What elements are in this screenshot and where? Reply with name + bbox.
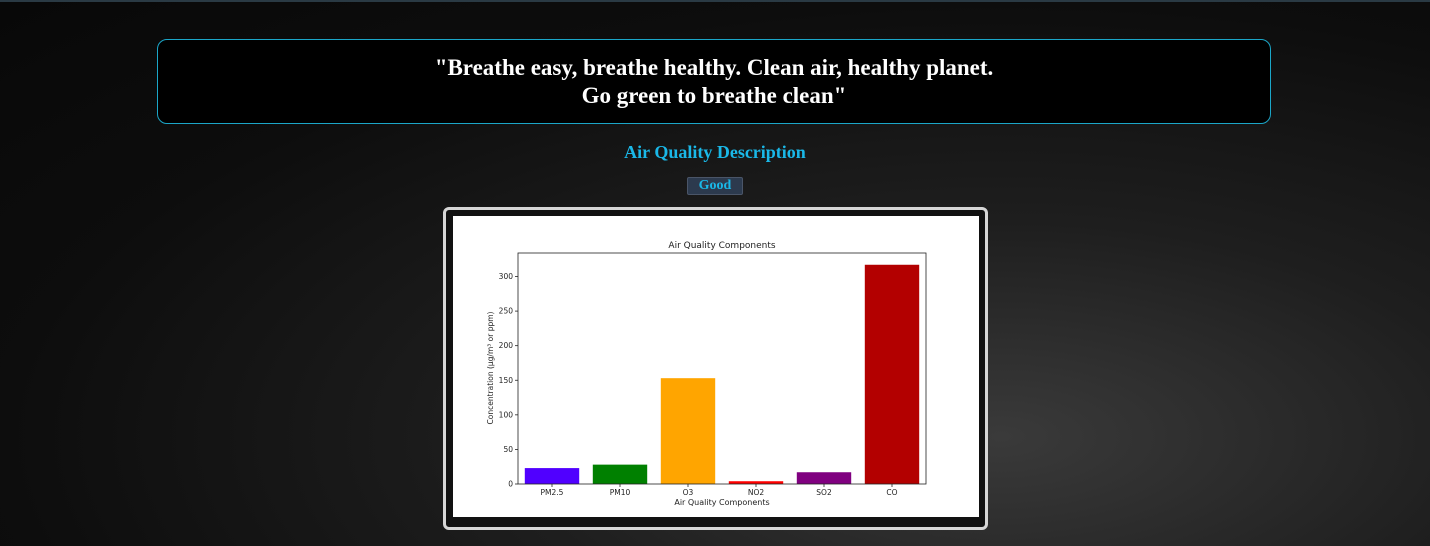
y-tick-label: 0 xyxy=(508,480,513,489)
bar-o3 xyxy=(660,378,716,484)
y-tick-label: 200 xyxy=(499,341,514,350)
bar-pm10 xyxy=(592,464,648,484)
x-tick-label: NO2 xyxy=(748,488,765,497)
x-tick-label: SO2 xyxy=(816,488,832,497)
x-axis-label: Air Quality Components xyxy=(674,498,769,507)
plot-frame xyxy=(517,252,927,485)
status-badge: Good xyxy=(687,177,743,195)
y-tick-label: 250 xyxy=(499,307,514,316)
top-border xyxy=(0,0,1430,2)
y-tick-label: 150 xyxy=(499,376,514,385)
y-axis-label: Concentration (μg/m³ or ppm) xyxy=(486,311,495,424)
y-tick-label: 50 xyxy=(503,445,513,454)
y-tick-label: 300 xyxy=(499,272,514,281)
x-tick-label: PM2.5 xyxy=(541,488,564,497)
section-title: Air Quality Description xyxy=(624,142,806,162)
axes-group: PM2.5 PM10 O3 NO2 SO2 CO 0 50 100 150 200 250 300 xyxy=(499,252,927,497)
quote-line-2: Go green to breathe clean" xyxy=(581,82,847,108)
bars-group xyxy=(524,264,920,484)
bar-so2 xyxy=(796,472,852,484)
bar-no2 xyxy=(728,481,784,484)
bar-co xyxy=(864,264,920,484)
bar-pm25 xyxy=(524,468,580,484)
bar-chart: Air Quality Components Air Quality Compo… xyxy=(486,241,927,507)
quote-line-1: "Breathe easy, breathe healthy. Clean ai… xyxy=(434,54,994,80)
x-tick-label: CO xyxy=(886,488,897,497)
x-tick-label: O3 xyxy=(683,488,694,497)
x-tick-label: PM10 xyxy=(610,488,631,497)
chart-title: Air Quality Components xyxy=(668,241,775,251)
quote-banner: "Breathe easy, breathe healthy. Clean ai… xyxy=(157,39,1271,124)
y-tick-label: 100 xyxy=(499,410,514,419)
chart-canvas: Air Quality Components Air Quality Compo… xyxy=(453,216,979,517)
